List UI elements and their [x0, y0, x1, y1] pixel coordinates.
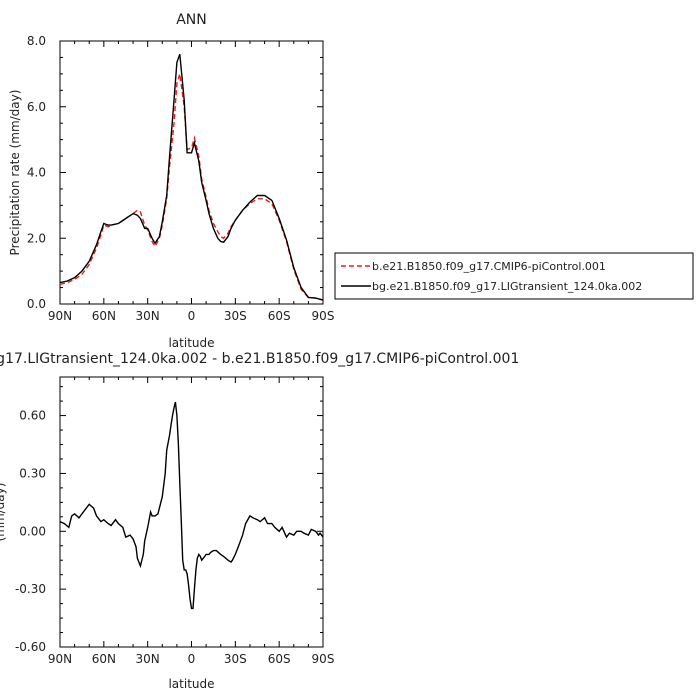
legend-box	[334, 252, 694, 300]
legend-label: bg.e21.B1850.f09_g17.LIGtransient_124.0k…	[372, 280, 642, 293]
y-axis-label: (mm/day)	[0, 483, 7, 542]
x-axis-label: latitude	[168, 336, 214, 350]
x-tick-label: 30N	[136, 652, 160, 666]
series-line-1	[59, 73, 324, 301]
x-tick-label: 0	[188, 652, 196, 666]
x-axis-label: latitude	[168, 677, 214, 691]
chart-title: ANN	[176, 12, 207, 28]
y-tick-label: 2.0	[27, 231, 46, 245]
series-line-2	[59, 53, 324, 301]
y-axis-label: Precipitation rate (mm/day)	[8, 90, 22, 256]
x-tick-label: 90S	[312, 652, 335, 666]
chart-title: bg.e21.B1850.f09_g17.LIGtransient_124.0k…	[0, 351, 519, 367]
y-tick-label: -0.30	[15, 582, 46, 596]
x-tick-label: 30S	[224, 309, 247, 323]
chart-panel-1: ANN 90N 60N 30N 0 30S 60S 90S 0.0 2.0 4.0 6.0 8.0 lat…	[8, 12, 694, 350]
legend-label: b.e21.B1850.f09_g17.CMIP6-piControl.001	[372, 260, 606, 273]
x-tick-label: 0	[188, 309, 196, 323]
chart-panel-2: bg.e21.B1850.f09_g17.LIGtransient_124.0k…	[0, 351, 519, 691]
y-tick-label: -0.60	[15, 640, 46, 654]
x-tick-label: 60N	[92, 309, 116, 323]
y-tick-label: 0.60	[19, 409, 46, 423]
x-tick-label: 60N	[92, 652, 116, 666]
y-tick-label: 0.00	[19, 524, 46, 538]
y-tick-label: 6.0	[27, 100, 46, 114]
y-tick-label: 4.0	[27, 166, 46, 180]
y-tick-label: 8.0	[27, 34, 46, 48]
x-tick-label: 60S	[268, 309, 291, 323]
x-tick-label: 90S	[312, 309, 335, 323]
x-tick-label: 90N	[48, 652, 72, 666]
legend: b.e21.B1850.f09_g17.CMIP6-piControl.001b…	[334, 252, 694, 300]
x-tick-label: 30N	[136, 309, 160, 323]
x-tick-label: 30S	[224, 652, 247, 666]
x-tick-label: 90N	[48, 309, 72, 323]
series-line-1	[59, 401, 324, 610]
y-tick-label: 0.30	[19, 466, 46, 480]
plot-frame	[59, 40, 324, 305]
y-tick-label: 0.0	[27, 297, 46, 311]
x-tick-label: 60S	[268, 652, 291, 666]
